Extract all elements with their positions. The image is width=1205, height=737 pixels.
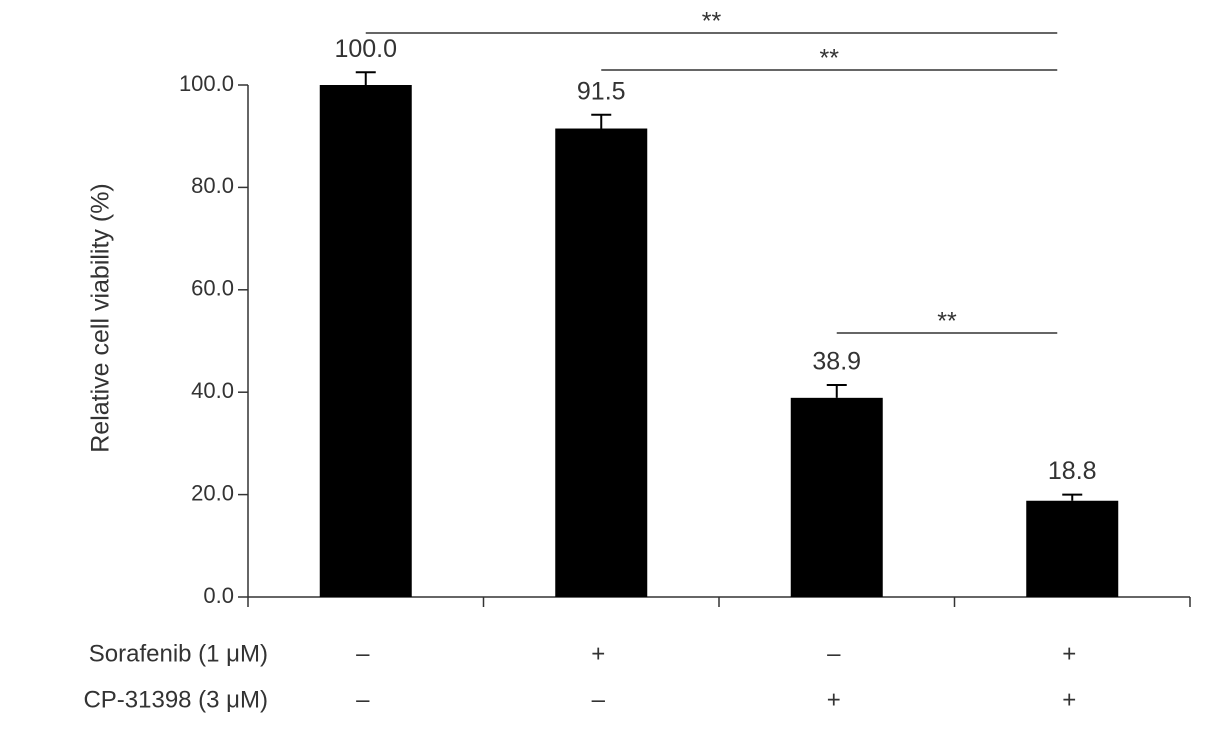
- condition-value: –: [356, 640, 370, 667]
- condition-name: CP-31398 (3 μM): [83, 686, 268, 713]
- condition-value: +: [1062, 686, 1076, 713]
- condition-value: –: [592, 686, 606, 713]
- significance-label: **: [702, 8, 722, 36]
- bar: [319, 85, 412, 597]
- y-tick-label: 40.0: [191, 378, 234, 403]
- y-tick-label: 0.0: [203, 583, 234, 608]
- value-label: 100.0: [334, 35, 397, 63]
- value-label: 18.8: [1048, 457, 1097, 485]
- bar: [555, 128, 648, 597]
- condition-value: +: [827, 686, 841, 713]
- y-tick-label: 60.0: [191, 276, 234, 301]
- y-tick-label: 20.0: [191, 480, 234, 505]
- value-label: 38.9: [812, 348, 861, 376]
- condition-value: –: [827, 640, 841, 667]
- significance-label: **: [937, 308, 957, 336]
- y-tick-label: 80.0: [191, 173, 234, 198]
- y-tick-label: 100.0: [179, 71, 234, 96]
- condition-value: +: [1062, 640, 1076, 667]
- bar: [1026, 500, 1119, 597]
- condition-value: –: [356, 686, 370, 713]
- y-axis-label: Relative cell viability (%): [87, 183, 115, 453]
- value-label: 91.5: [577, 77, 626, 105]
- condition-value: +: [591, 640, 605, 667]
- condition-name: Sorafenib (1 μM): [89, 640, 268, 667]
- significance-label: **: [820, 45, 840, 73]
- bar: [790, 397, 883, 597]
